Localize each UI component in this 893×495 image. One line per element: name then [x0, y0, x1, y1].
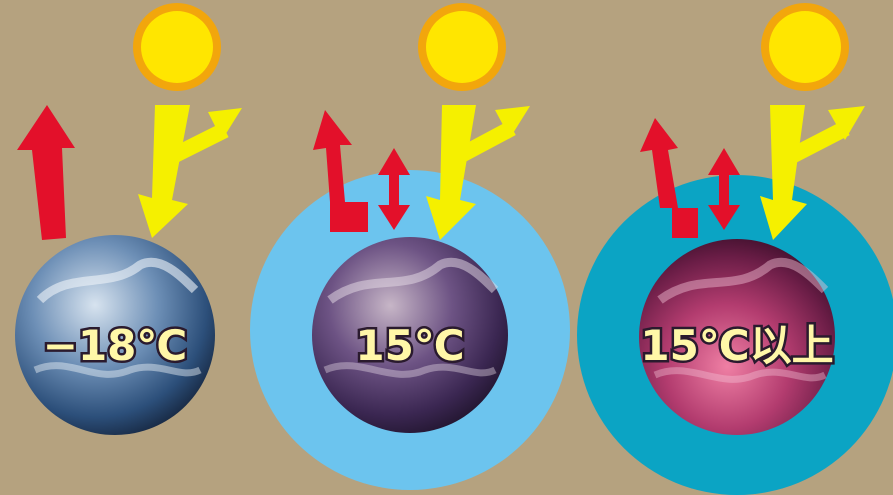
heat-escape-arrow: [17, 105, 75, 240]
panel-thick-atmosphere: 15℃以上: [577, 3, 893, 495]
earth-globe-3: [639, 239, 835, 435]
sunlight-arrow: [426, 105, 530, 240]
earth-globe-1: [15, 235, 215, 435]
sun-icon: [133, 3, 221, 91]
heat-escape-arrow: [313, 110, 368, 232]
panel-no-atmosphere: −18℃: [15, 3, 242, 435]
sunlight-arrow: [138, 105, 242, 238]
heat-trapped-double-arrow: [708, 148, 740, 230]
sun-icon: [761, 3, 849, 91]
heat-escape-arrow: [640, 118, 698, 238]
earth-globe-2: [312, 237, 508, 433]
panel-normal-atmosphere: 15℃: [250, 3, 570, 490]
sun-icon: [418, 3, 506, 91]
heat-trapped-double-arrow: [378, 148, 410, 230]
sunlight-arrow: [760, 105, 865, 240]
temperature-label: −18℃: [43, 321, 188, 370]
temperature-label: 15℃: [355, 321, 464, 370]
temperature-label: 15℃以上: [640, 321, 833, 370]
